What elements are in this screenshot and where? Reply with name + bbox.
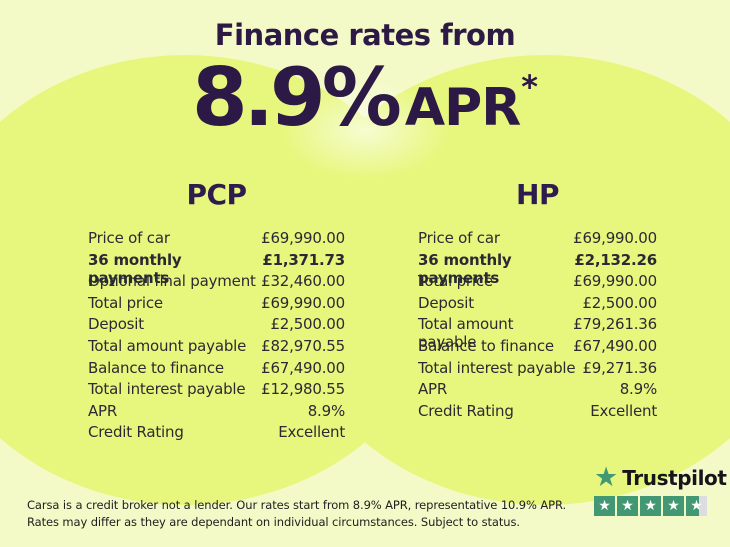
- rating-star-icon: ★: [640, 496, 661, 516]
- table-row: Credit Rating Excellent: [418, 402, 657, 424]
- table-row: 36 monthly payments £1,371.73: [88, 250, 345, 287]
- row-label: Total amount payable: [418, 315, 514, 352]
- table-row: Balance to finance £67,490.00: [418, 337, 657, 359]
- row-label: Total amount payable: [88, 336, 247, 355]
- disclaimer-line-2: Rates may differ as they are dependant o…: [27, 514, 520, 529]
- row-value: Excellent: [278, 423, 345, 442]
- page-title: Finance rates from: [214, 18, 516, 52]
- column-title-hp: HP: [516, 178, 559, 211]
- row-value: £69,990.00: [261, 293, 345, 312]
- rate-value: 8.9%: [191, 51, 402, 144]
- row-value: £1,371.73: [262, 250, 345, 269]
- row-label: Optional final payment: [88, 272, 256, 291]
- table-row: APR 8.9%: [88, 402, 345, 424]
- pcp-finance-table: PCP Price of car £69,990.00 36 monthly pa…: [88, 180, 345, 445]
- table-row: Price of car £69,990.00: [88, 229, 345, 251]
- row-label: Credit Rating: [88, 423, 184, 442]
- row-label: 36 monthly payments: [418, 250, 512, 287]
- row-label: Total price: [88, 293, 163, 312]
- table-row: Total interest payable £9,271.36: [418, 359, 657, 381]
- table-row: Price of car £69,990.00: [418, 229, 657, 251]
- row-value: £67,490.00: [573, 336, 657, 355]
- row-value: £69,990.00: [573, 272, 657, 291]
- row-value: £67,490.00: [261, 358, 345, 377]
- row-value: £32,460.00: [261, 272, 345, 291]
- legal-disclaimer: Carsa is a credit broker not a lender. O…: [27, 497, 566, 530]
- rate-apr-label: APR: [404, 78, 521, 138]
- table-row: Balance to finance £67,490.00: [88, 359, 345, 381]
- table-row: Total amount payable £82,970.55: [88, 337, 345, 359]
- row-value: £69,990.00: [261, 229, 345, 247]
- rate-footnote-asterisk: *: [521, 68, 538, 106]
- trustpilot-star-icon: ★: [594, 462, 619, 493]
- headline-rate: 8.9% APR *: [0, 56, 730, 140]
- row-label: Balance to finance: [88, 358, 224, 377]
- row-label: APR: [88, 401, 118, 420]
- row-value: £9,271.36: [582, 358, 657, 377]
- disclaimer-line-1: Carsa is a credit broker not a lender. O…: [27, 498, 567, 512]
- table-row: Total price £69,990.00: [418, 272, 657, 294]
- rating-half-star-icon: ★: [686, 496, 707, 516]
- table-row: Deposit £2,500.00: [418, 294, 657, 316]
- hp-rows: Price of car £69,990.00 36 monthly paymen…: [418, 229, 657, 423]
- row-value: £2,132.26: [574, 250, 657, 269]
- row-value: £2,500.00: [582, 293, 657, 312]
- table-row: Total amount payable £79,261.36: [418, 315, 657, 351]
- rating-star-icon: ★: [617, 496, 638, 516]
- row-label: 36 monthly payments: [88, 250, 182, 287]
- row-label: Deposit: [418, 293, 474, 312]
- rating-star-icon: ★: [594, 496, 615, 516]
- rating-star-icon: ★: [663, 496, 684, 516]
- trustpilot-wordmark: ★ Trustpilot: [594, 462, 727, 493]
- row-value: £2,500.00: [270, 315, 345, 334]
- row-label: Deposit: [88, 315, 144, 334]
- row-label: Total interest payable: [88, 380, 246, 399]
- row-value: £12,980.55: [261, 380, 345, 399]
- table-row: APR 8.9%: [418, 380, 657, 402]
- row-value: Excellent: [590, 401, 657, 420]
- row-value: 8.9%: [619, 380, 658, 399]
- trustpilot-rating-4-5-stars: ★ ★ ★ ★ ★: [594, 496, 727, 516]
- table-row: Total interest payable £12,980.55: [88, 380, 345, 402]
- hp-finance-table: HP Price of car £69,990.00 36 monthly pay…: [418, 180, 657, 423]
- table-row: Total price £69,990.00: [88, 294, 345, 316]
- row-label: Total interest payable: [418, 358, 576, 377]
- row-label: APR: [418, 380, 448, 399]
- row-label: Total price: [418, 272, 493, 291]
- column-title-pcp: PCP: [186, 178, 247, 211]
- table-row: Optional final payment £32,460.00: [88, 272, 345, 294]
- row-value: £69,990.00: [573, 229, 657, 247]
- trustpilot-brand-name: Trustpilot: [622, 466, 727, 490]
- row-value: £79,261.36: [573, 315, 657, 334]
- row-value: 8.9%: [307, 401, 346, 420]
- row-label: Price of car: [418, 229, 500, 247]
- table-row: Deposit £2,500.00: [88, 315, 345, 337]
- row-label: Price of car: [88, 229, 170, 247]
- trustpilot-logo: ★ Trustpilot ★ ★ ★ ★ ★: [594, 462, 727, 516]
- table-row: 36 monthly payments £2,132.26: [418, 250, 657, 287]
- row-label: Credit Rating: [418, 401, 514, 420]
- pcp-rows: Price of car £69,990.00 36 monthly paymen…: [88, 229, 345, 445]
- row-label: Balance to finance: [418, 336, 554, 355]
- table-row: Credit Rating Excellent: [88, 423, 345, 445]
- row-value: £82,970.55: [261, 336, 345, 355]
